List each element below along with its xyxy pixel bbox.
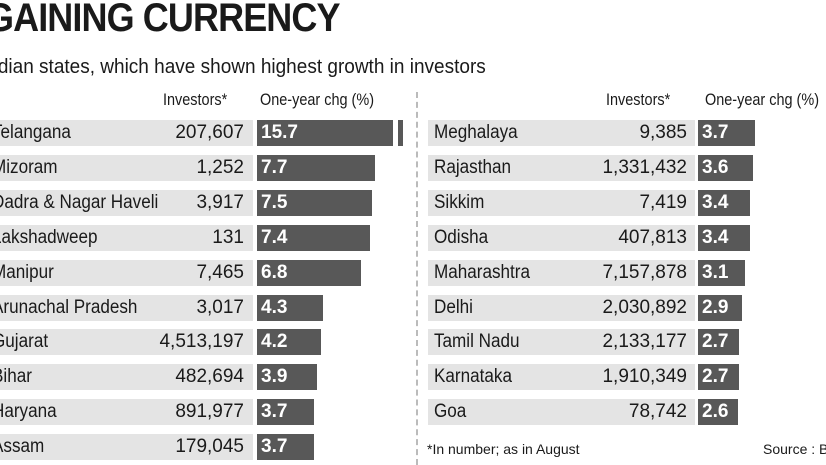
chg-bar: 2.7 (698, 329, 740, 356)
state-name: Manipur (0, 261, 54, 283)
state-name: Gujarat (0, 331, 49, 353)
row-band (428, 259, 695, 286)
row-band (0, 399, 253, 426)
chg-bar: 3.7 (257, 434, 314, 461)
state-name: Mizoram (0, 156, 58, 178)
state-name: Rajasthan (434, 156, 512, 178)
investors-value: 1,252 (196, 156, 244, 178)
column-divider (416, 92, 418, 465)
row-band (0, 154, 253, 181)
row-band (428, 189, 695, 216)
chg-bar: 3.6 (698, 154, 754, 181)
row-band (0, 120, 253, 146)
chg-bar: 2.9 (698, 294, 743, 321)
chart-subtitle: Indian states, which have shown highest … (0, 56, 486, 78)
investors-value: 7,419 (639, 191, 687, 213)
chg-bar: 15.7 (257, 120, 393, 146)
state-name: Sikkim (434, 191, 485, 213)
state-name: Goa (434, 401, 467, 423)
state-name: Arunachal Pradesh (0, 296, 138, 318)
chg-bar: 2.7 (698, 364, 740, 391)
chg-bar: 3.7 (698, 120, 755, 146)
state-name: Meghalaya (434, 122, 518, 143)
investors-value: 7,465 (196, 261, 244, 283)
chg-bar: 4.2 (257, 329, 322, 356)
row-band (428, 364, 695, 391)
state-name: Lakshadweep (0, 226, 98, 248)
state-name: Assam (0, 436, 45, 458)
row-band (0, 259, 253, 286)
row-band (0, 224, 253, 251)
chg-bar: 7.7 (257, 154, 375, 181)
investors-value: 3,017 (196, 296, 244, 318)
row-band (0, 434, 253, 461)
state-name: Karnataka (434, 366, 512, 388)
state-name: Haryana (0, 401, 57, 423)
row-band (428, 154, 695, 181)
chg-bar: 3.1 (698, 259, 746, 286)
source-note: Source : B (763, 441, 826, 457)
chg-bar: 3.4 (698, 224, 751, 251)
investors-value: 131 (212, 226, 244, 248)
state-name: Telangana (0, 122, 71, 143)
investors-value: 78,742 (628, 401, 687, 423)
investors-value: 207,607 (175, 122, 244, 143)
state-name: Tamil Nadu (434, 331, 520, 353)
investors-value: 482,694 (175, 366, 244, 388)
state-name: Bihar (0, 366, 32, 388)
chg-bar: 6.8 (257, 259, 362, 286)
header-chg-right: One-year chg (%) (705, 90, 820, 109)
row-band (428, 224, 695, 251)
row-band (0, 189, 253, 216)
chg-bar: 4.3 (257, 294, 323, 321)
investors-value: 407,813 (618, 226, 687, 248)
chg-bar: 7.5 (257, 189, 372, 216)
chg-bar-break (398, 120, 403, 146)
investors-value: 1,331,432 (602, 156, 687, 178)
row-band (0, 294, 253, 321)
investors-value: 3,917 (196, 191, 244, 213)
state-name: Maharashtra (434, 261, 531, 283)
state-name: Dadra & Nagar Haveli (0, 191, 159, 213)
chg-bar: 7.4 (257, 224, 371, 251)
state-name: Odisha (434, 226, 489, 248)
chg-bar: 2.6 (698, 399, 738, 426)
investors-value: 9,385 (639, 122, 687, 143)
chg-bar: 3.7 (257, 399, 314, 426)
header-chg-left: One-year chg (%) (260, 90, 375, 109)
row-band (0, 329, 253, 356)
state-name: Delhi (434, 296, 473, 318)
row-band (428, 120, 695, 146)
header-investors-right: Investors* (606, 90, 671, 109)
investors-value: 1,910,349 (602, 366, 687, 388)
investors-value: 7,157,878 (602, 261, 687, 283)
footnote: *In number; as in August (427, 441, 580, 457)
row-band (428, 329, 695, 356)
investors-value: 179,045 (175, 436, 244, 458)
chart-title: GAINING CURRENCY (0, 0, 341, 40)
investors-value: 891,977 (175, 401, 244, 423)
row-band (428, 294, 695, 321)
chg-bar: 3.9 (257, 364, 317, 391)
investors-value: 2,030,892 (602, 296, 687, 318)
header-investors-left: Investors* (163, 90, 228, 109)
investors-value: 4,513,197 (159, 331, 244, 353)
chg-bar: 3.4 (698, 189, 751, 216)
row-band (428, 399, 695, 426)
investors-value: 2,133,177 (602, 331, 687, 353)
row-band (0, 364, 253, 391)
